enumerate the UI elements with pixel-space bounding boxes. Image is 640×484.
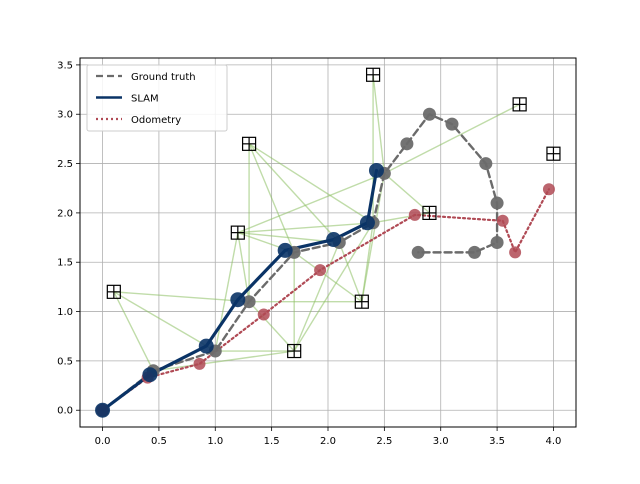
slam-point — [142, 367, 158, 383]
ground-truth-line — [101, 113, 499, 412]
x-tick-label: 1.0 — [207, 436, 223, 447]
x-tick-label: 0.5 — [151, 436, 167, 447]
slam-point — [230, 292, 246, 308]
y-tick-label: 3.5 — [57, 60, 73, 71]
landmark-marker — [287, 343, 302, 359]
slam-point — [198, 338, 214, 354]
observation-line — [153, 350, 295, 372]
legend-slam-label: SLAM — [131, 94, 159, 105]
x-tick-label: 3.5 — [489, 436, 505, 447]
odometry-point — [193, 357, 206, 370]
ground-truth-point — [242, 295, 256, 309]
landmark-marker — [546, 146, 561, 161]
observation-line — [248, 301, 295, 352]
observation-line — [293, 242, 340, 352]
x-tick-label: 2.5 — [376, 436, 392, 447]
landmark-marker — [241, 136, 257, 151]
series-markers — [95, 107, 555, 418]
axis-ticks: 0.0 0.5 1.0 1.5 2.0 2.5 3.0 3.5 4.0 0.0 0.5 1.0 1.5 2… — [57, 60, 561, 447]
odometry-point — [496, 214, 509, 227]
slam-point — [277, 242, 293, 258]
ground-truth-point — [445, 117, 459, 131]
slam-point — [368, 162, 384, 178]
observation-line — [113, 291, 154, 372]
observation-line — [237, 222, 374, 234]
y-tick-label: 2.0 — [57, 208, 73, 219]
legend-odometry-label: Odometry — [131, 115, 181, 126]
ground-truth-point — [479, 157, 493, 171]
observation-lines — [113, 74, 520, 372]
observation-line — [372, 74, 386, 174]
y-tick-label: 1.5 — [57, 258, 73, 269]
ground-truth-point — [490, 236, 504, 249]
legend-box — [86, 64, 228, 132]
ground-truth-point — [411, 245, 425, 259]
ground-truth-point — [422, 107, 436, 121]
legend-ground-truth-label: Ground truth — [131, 72, 196, 83]
x-tick-label: 3.0 — [433, 436, 449, 447]
landmark-marker — [365, 67, 381, 82]
observation-line — [293, 222, 374, 352]
landmarks — [106, 67, 561, 359]
observation-line — [113, 291, 216, 352]
observation-line — [113, 291, 250, 303]
landmark-marker — [106, 284, 121, 299]
slam-point — [359, 215, 375, 231]
y-tick-label: 3.0 — [57, 110, 73, 121]
x-tick-label: 2.0 — [320, 436, 336, 447]
landmark-marker — [512, 97, 527, 112]
landmark-marker — [422, 205, 437, 221]
ground-truth-point — [490, 196, 504, 210]
ground-truth-point — [400, 137, 414, 151]
y-tick-label: 2.5 — [57, 159, 73, 170]
x-tick-label: 1.5 — [264, 436, 280, 447]
observation-line — [248, 143, 374, 224]
observation-line — [384, 103, 520, 175]
observation-line — [383, 172, 430, 214]
y-tick-label: 0.5 — [57, 356, 73, 367]
odometry-point — [314, 264, 327, 277]
legend: Ground truth SLAM Odometry — [86, 64, 228, 132]
y-tick-label: 1.0 — [57, 307, 73, 318]
slam-point — [326, 232, 342, 248]
observation-line — [214, 232, 239, 352]
y-tick-label: 0.0 — [57, 406, 73, 417]
ground-truth-point — [468, 245, 482, 259]
observation-line — [338, 242, 363, 302]
slam-point — [95, 402, 111, 418]
observation-line — [293, 251, 363, 303]
landmark-marker — [230, 225, 245, 240]
observation-line — [248, 143, 295, 253]
odometry-point — [509, 246, 522, 259]
x-tick-label: 0.0 — [95, 436, 111, 447]
landmark-marker — [354, 294, 369, 309]
odometry-point — [257, 308, 270, 321]
odometry-point — [542, 183, 555, 196]
x-tick-label: 4.0 — [546, 436, 562, 447]
odometry-point — [408, 208, 421, 221]
observation-line — [237, 172, 385, 234]
